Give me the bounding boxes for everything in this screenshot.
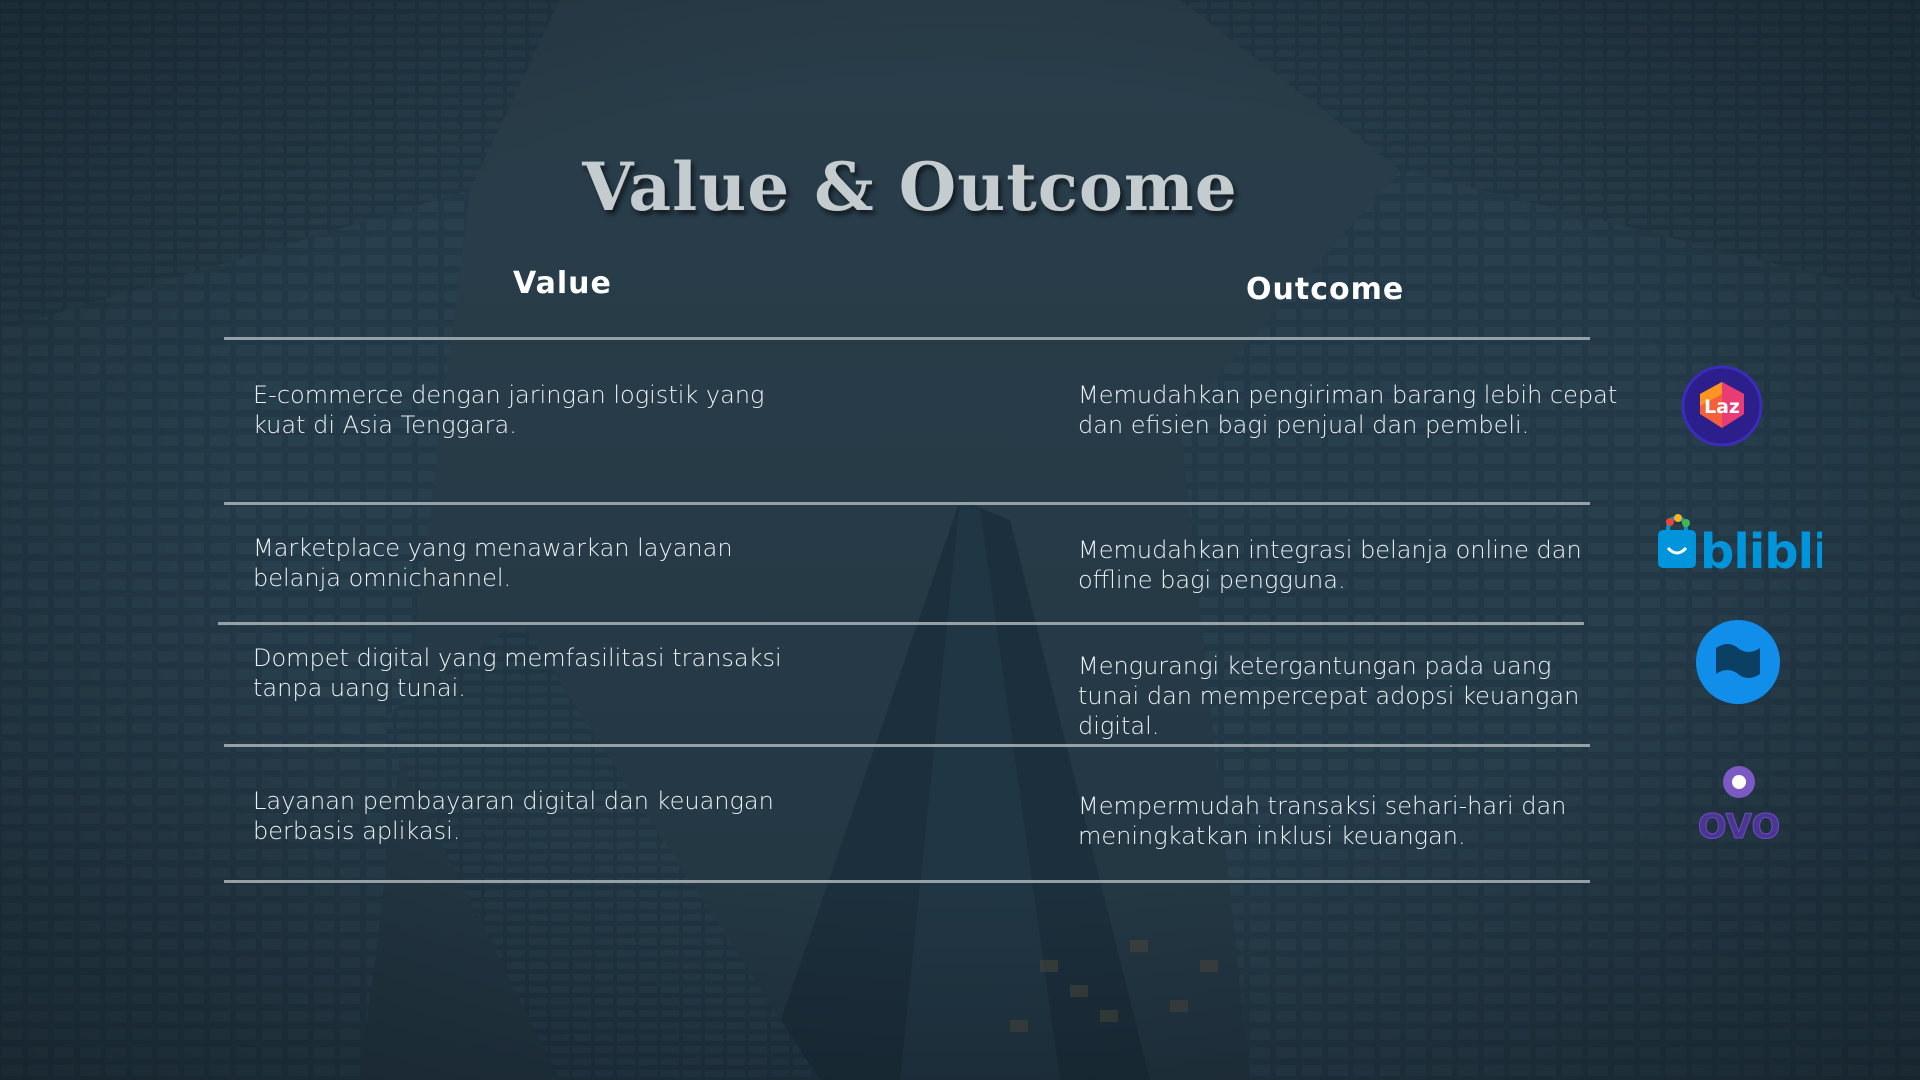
page-title: Value & Outcome	[582, 148, 1238, 226]
lazada-logo: Laz	[1681, 365, 1763, 447]
table-divider	[224, 337, 1590, 340]
svg-text:blibli: blibli	[1700, 524, 1822, 574]
table-divider	[224, 744, 1590, 747]
table-row-value: Dompet digital yang memfasilitasi transa…	[253, 644, 782, 702]
svg-text:Laz: Laz	[1704, 396, 1740, 418]
blibli-logo: blibli	[1658, 514, 1822, 574]
table-row-value: Layanan pembayaran digital dan keuangan …	[253, 787, 774, 845]
table-row-value: Marketplace yang menawarkan layanan bela…	[253, 534, 733, 592]
table-row-outcome: Mempermudah transaksi sehari-hari dan me…	[1078, 792, 1567, 850]
column-header-outcome: Outcome	[1246, 272, 1405, 307]
table-divider	[224, 502, 1590, 505]
ovo-logo: OVO	[1697, 766, 1781, 844]
table-row-outcome: Mengurangi ketergantungan pada uang tuna…	[1078, 652, 1580, 740]
column-header-value: Value	[513, 266, 612, 301]
table-row-value: E-commerce dengan jaringan logistik yang…	[253, 381, 765, 439]
dana-logo	[1696, 620, 1780, 704]
table-divider	[224, 880, 1590, 883]
table-row-outcome: Memudahkan pengiriman barang lebih cepat…	[1078, 381, 1618, 439]
table-divider	[218, 622, 1584, 625]
table-row-outcome: Memudahkan integrasi belanja online dan …	[1078, 536, 1582, 594]
svg-text:OVO: OVO	[1698, 807, 1781, 844]
